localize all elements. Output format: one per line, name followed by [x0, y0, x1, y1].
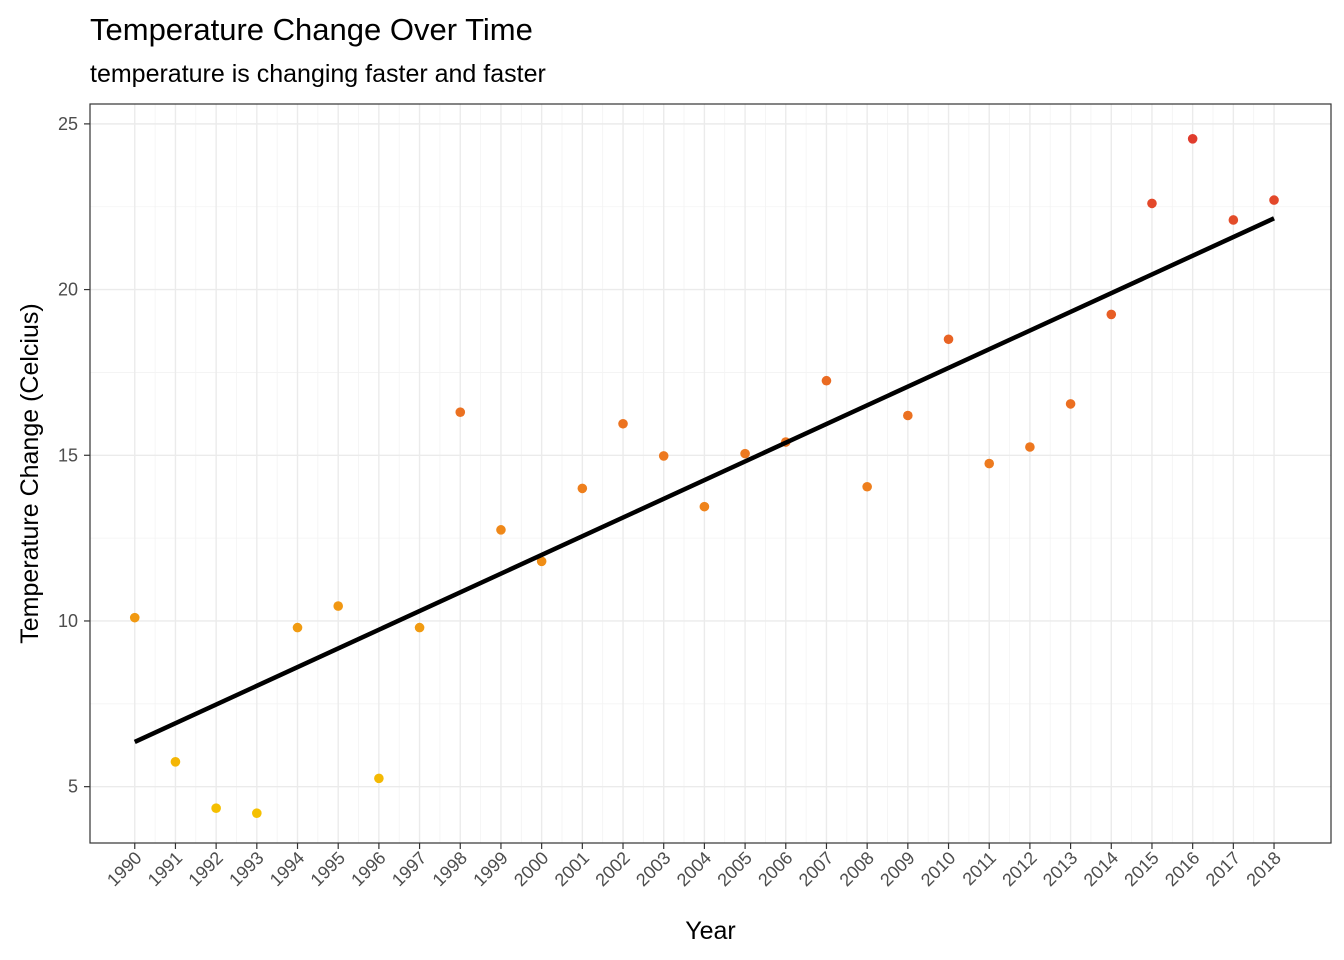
data-point: [1269, 195, 1279, 205]
y-tick-label: 15: [58, 445, 78, 465]
x-tick-label: 2017: [1202, 848, 1244, 890]
data-point: [1065, 399, 1076, 409]
x-tick-label: 2012: [998, 848, 1040, 890]
x-tick-label: 1995: [307, 848, 349, 890]
data-points: [129, 133, 1279, 818]
data-point: [374, 773, 384, 784]
data-point: [1025, 442, 1035, 452]
data-point: [1228, 215, 1239, 225]
data-point: [129, 612, 140, 623]
x-tick-label: 1997: [388, 848, 430, 890]
x-tick-label: 2009: [876, 848, 918, 890]
data-point: [903, 410, 913, 421]
x-tick-label: 1991: [144, 848, 186, 890]
x-tick-label: 2013: [1039, 848, 1081, 890]
data-point: [455, 407, 466, 417]
data-point: [1147, 198, 1157, 209]
x-tick-label: 1998: [429, 848, 471, 890]
x-tick-label: 2001: [551, 848, 593, 890]
data-point: [699, 501, 710, 512]
x-tick-label: 2016: [1161, 848, 1203, 890]
data-point: [1187, 133, 1198, 144]
x-tick-label: 2010: [917, 848, 959, 890]
minor-gridlines: [90, 104, 1331, 843]
data-point: [943, 334, 954, 345]
x-tick-label: 1993: [225, 848, 267, 890]
x-tick-label: 2018: [1242, 848, 1284, 890]
x-tick-label: 2003: [632, 848, 674, 890]
data-point: [414, 622, 425, 633]
data-point: [984, 458, 995, 469]
data-point: [740, 448, 750, 459]
data-point: [333, 601, 344, 611]
data-point: [536, 556, 547, 567]
major-gridlines: [90, 104, 1331, 843]
data-point: [170, 757, 181, 767]
x-tick-label: 2007: [795, 848, 837, 890]
x-tick-label: 1996: [347, 848, 389, 890]
x-axis-title: Year: [685, 917, 736, 945]
axis-ticks: [84, 123, 1275, 849]
chart-title: Temperature Change Over Time: [90, 12, 533, 47]
y-axis-tick-labels: 5 10 15 20 25: [58, 114, 78, 797]
x-tick-label: 2004: [673, 848, 715, 890]
x-tick-label: 2000: [510, 848, 552, 890]
data-point: [496, 525, 506, 535]
panel-border: [89, 103, 1332, 844]
y-axis-title: Temperature Change (Celcius): [16, 303, 44, 643]
x-tick-label: 2005: [713, 848, 755, 890]
data-point: [252, 808, 262, 818]
x-axis-tick-labels: 1990199119921993199419951996199719981999…: [103, 848, 1285, 890]
data-point: [577, 483, 588, 494]
data-point: [1106, 309, 1117, 320]
data-point: [618, 418, 628, 429]
y-tick-label: 25: [58, 114, 78, 134]
data-point: [862, 481, 872, 492]
x-tick-label: 1999: [469, 848, 511, 890]
data-point: [658, 451, 669, 461]
y-tick-label: 5: [68, 777, 78, 797]
x-tick-label: 1990: [103, 848, 145, 890]
x-tick-label: 2015: [1120, 848, 1162, 890]
y-tick-label: 20: [58, 280, 78, 300]
data-point: [821, 375, 832, 386]
x-tick-label: 2014: [1080, 848, 1122, 890]
x-tick-label: 1994: [266, 848, 308, 890]
data-point: [211, 803, 221, 814]
x-tick-label: 2002: [591, 848, 633, 890]
x-tick-label: 2008: [836, 848, 878, 890]
trend-line: [133, 216, 1275, 744]
x-tick-label: 2011: [959, 848, 1001, 890]
x-tick-label: 1992: [185, 848, 227, 890]
x-tick-label: 2006: [754, 848, 796, 890]
data-point: [292, 622, 303, 633]
chart-subtitle: temperature is changing faster and faste…: [90, 60, 546, 88]
y-tick-label: 10: [58, 611, 78, 631]
